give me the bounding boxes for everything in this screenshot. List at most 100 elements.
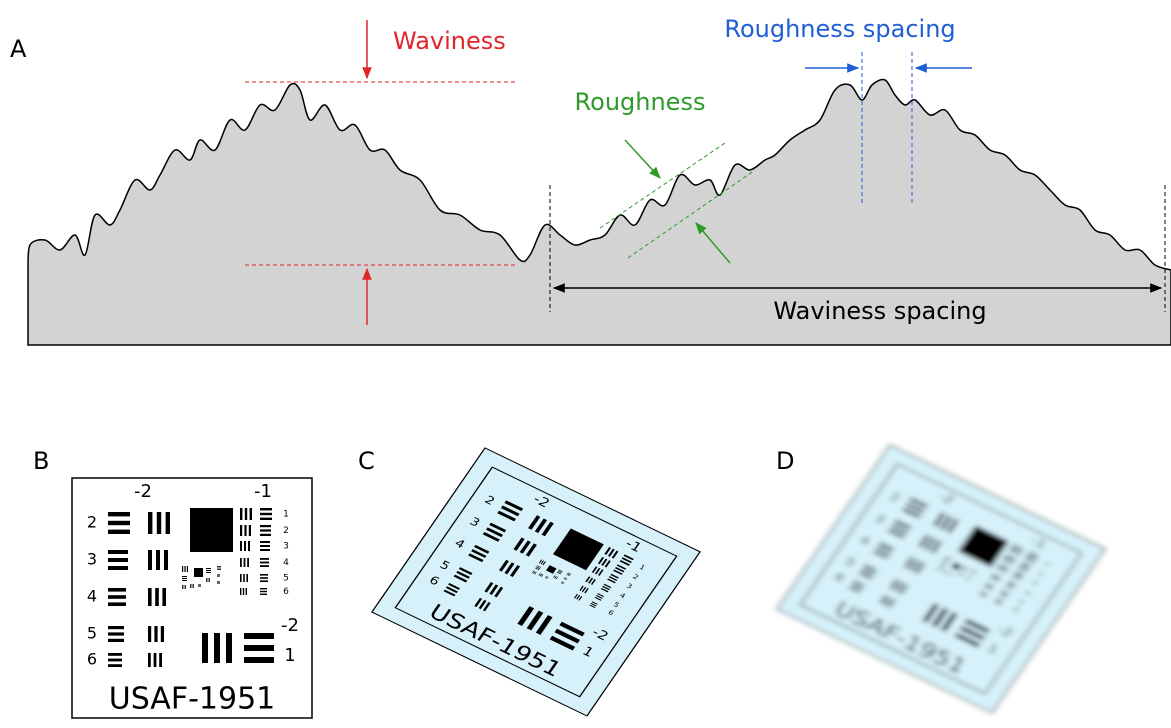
element-label: 3 — [283, 542, 289, 552]
bar — [108, 626, 124, 629]
panel-label: B — [33, 447, 49, 475]
arrow — [625, 140, 660, 178]
bar — [246, 588, 247, 595]
bar — [198, 586, 201, 587]
bar — [240, 525, 242, 536]
square — [194, 568, 203, 577]
bar — [193, 584, 194, 588]
bar — [156, 550, 160, 570]
bar — [108, 632, 124, 635]
bar — [206, 572, 211, 573]
bar — [244, 633, 274, 639]
element-label: 1 — [283, 510, 289, 520]
bar — [209, 578, 210, 582]
panel-label: D — [776, 447, 794, 475]
bar — [157, 512, 161, 534]
bar — [166, 512, 170, 534]
bar — [206, 568, 211, 569]
target-name: USAF-1951 — [109, 682, 276, 717]
group-label: -1 — [254, 481, 272, 502]
element-label: 2 — [87, 513, 97, 532]
bar — [244, 645, 274, 651]
bar — [108, 602, 126, 606]
bar — [246, 574, 248, 582]
bar — [108, 566, 128, 570]
panel-a: A Waviness Roughness spacing Roughness W… — [10, 15, 1171, 345]
bar — [108, 639, 124, 642]
bar — [202, 633, 208, 663]
group-label: -2 — [134, 481, 152, 502]
square — [190, 508, 233, 552]
element-label: 1 — [284, 645, 295, 666]
bar — [108, 512, 130, 516]
bar — [164, 550, 168, 570]
element-label: 5 — [87, 624, 97, 643]
bar — [260, 529, 271, 531]
bar — [217, 582, 220, 583]
bar — [162, 588, 166, 606]
element-label: 6 — [87, 650, 97, 669]
bar — [260, 588, 267, 589]
bar — [182, 580, 187, 581]
bar — [198, 584, 201, 585]
bar — [217, 574, 218, 577]
target-d: -2-123456123456-21USAF-1951 — [777, 445, 1105, 713]
bar — [243, 588, 244, 595]
bar — [148, 626, 151, 642]
bar — [260, 534, 271, 536]
bar — [260, 562, 269, 564]
bar — [217, 569, 221, 570]
bar — [260, 513, 272, 515]
bar — [182, 585, 183, 589]
bar — [244, 558, 246, 567]
element-label: 3 — [87, 550, 97, 569]
bar — [182, 566, 183, 572]
bar — [217, 566, 221, 567]
bar — [206, 578, 207, 582]
annotation: Waviness spacing — [773, 297, 986, 325]
bar — [219, 574, 220, 577]
bar — [108, 530, 130, 534]
bar — [260, 565, 269, 567]
bar — [206, 570, 211, 571]
bar — [217, 568, 221, 569]
bar — [182, 578, 187, 579]
figure: A Waviness Roughness spacing Roughness W… — [0, 0, 1171, 728]
bar — [154, 626, 157, 642]
bar — [260, 549, 270, 551]
bar — [155, 588, 159, 606]
bar — [240, 541, 242, 551]
target-c: -2-123456123456-21USAF-1951 — [372, 448, 700, 716]
bar — [260, 591, 267, 592]
bar — [148, 512, 152, 534]
bar — [244, 541, 246, 551]
bar — [247, 558, 249, 567]
bar — [245, 508, 247, 520]
target-b: -2-123456123456-21USAF-1951 — [72, 478, 312, 718]
element-label: 5 — [283, 574, 289, 584]
bar — [108, 558, 128, 562]
bar — [108, 664, 122, 667]
bar — [260, 594, 267, 595]
bar — [260, 525, 271, 527]
annotation: Roughness spacing — [724, 15, 955, 43]
bar — [154, 653, 157, 667]
bar — [260, 574, 268, 576]
bar — [226, 633, 232, 663]
bar — [190, 584, 191, 588]
bar — [182, 576, 187, 577]
bar — [214, 633, 220, 663]
bar — [161, 626, 164, 642]
bar — [240, 574, 242, 582]
bar — [108, 550, 128, 554]
bar — [108, 521, 130, 525]
bar — [260, 545, 270, 547]
bar — [159, 653, 162, 667]
bar — [244, 525, 246, 536]
bar — [185, 585, 186, 589]
bar — [260, 577, 268, 579]
bar — [240, 558, 242, 567]
bar — [184, 585, 185, 589]
bar — [240, 508, 242, 520]
bar — [108, 595, 126, 599]
